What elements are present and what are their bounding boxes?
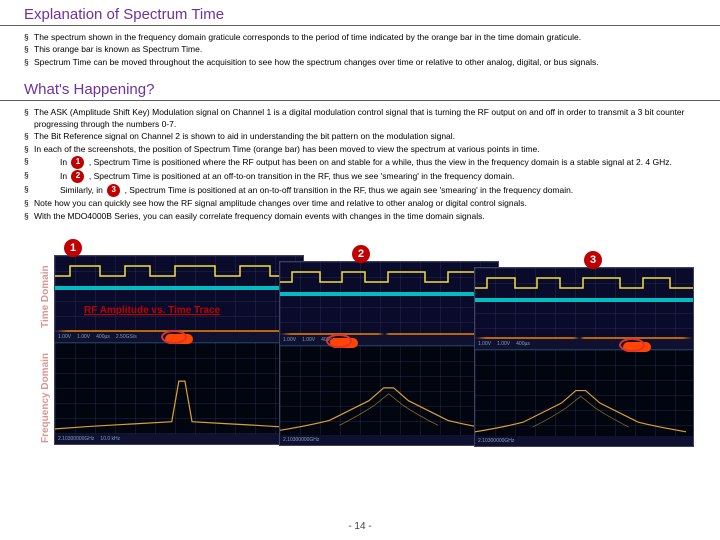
scope1-readout-bot: 2.10300000GHz 10.0 kHz — [55, 434, 303, 444]
axis-time-label: Time Domain — [40, 266, 51, 329]
s2-sub2: In 2 , Spectrum Time is positioned at an… — [24, 170, 696, 183]
sub1-pre: In — [60, 157, 67, 167]
sub2-post: , Spectrum Time is positioned at an off-… — [89, 171, 514, 181]
ro-ch2: 1.00V — [497, 341, 510, 347]
scope-3: 1.00V 1.00V 400µs 2.10300000GHz — [474, 267, 694, 447]
ro-ch1: 1.00V — [58, 334, 71, 340]
sub1-post: , Spectrum Time is positioned where the … — [89, 157, 672, 167]
sub3-post: , Spectrum Time is positioned at an on-t… — [125, 185, 574, 195]
rf-amplitude-label: RF Amplitude vs. Time Trace — [84, 305, 220, 316]
ro-ch2: 1.00V — [77, 334, 90, 340]
page-number: - 14 - — [0, 521, 720, 532]
s1-b2: Spectrum Time can be moved throughout th… — [24, 57, 696, 68]
ro-ch1: 1.00V — [283, 337, 296, 343]
ro-rate: 2.50GS/s — [116, 334, 137, 340]
ro-span: 10.0 kHz — [100, 436, 120, 442]
s1-b0: The spectrum shown in the frequency doma… — [24, 32, 696, 43]
s2-tail0: Note how you can quickly see how the RF … — [24, 198, 696, 209]
ro-center: 2.10300000GHz — [478, 438, 514, 444]
s2-tail1: With the MDO4000B Series, you can easily… — [24, 211, 696, 222]
section2-title: What's Happening? — [0, 75, 720, 101]
scope3-time-domain: 1.00V 1.00V 400µs — [475, 268, 693, 350]
ro-center: 2.10300000GHz — [283, 437, 319, 443]
trace-cyan-1 — [55, 286, 303, 290]
sub3-pre: Similarly, in — [60, 185, 103, 195]
s2-b0: The ASK (Amplitude Shift Key) Modulation… — [24, 107, 696, 130]
axis-freq-label: Frequency Domain — [40, 353, 51, 443]
scope3-readout-top: 1.00V 1.00V 400µs — [475, 339, 693, 349]
inline-num-3: 3 — [107, 184, 120, 197]
s2-b1: The Bit Reference signal on Channel 2 is… — [24, 131, 696, 142]
ro-time: 400µs — [516, 341, 530, 347]
inline-num-1: 1 — [71, 156, 84, 169]
scope-2: 1.00V 1.00V 400µs 2.10300000GHz — [279, 261, 499, 446]
trace-yellow-2 — [280, 270, 499, 284]
s2-b2: In each of the screenshots, the position… — [24, 144, 696, 155]
s1-b1: This orange bar is known as Spectrum Tim… — [24, 44, 696, 55]
ro-ch1: 1.00V — [478, 341, 491, 347]
s2-sub3: Similarly, in 3 , Spectrum Time is posit… — [24, 184, 696, 197]
scope3-readout-bot: 2.10300000GHz — [475, 436, 693, 446]
scope3-freq-domain: 2.10300000GHz — [475, 350, 693, 446]
trace-yellow-3 — [475, 276, 694, 290]
scope2-time-domain: 1.00V 1.00V 400µs — [280, 262, 498, 346]
spectrum-1 — [55, 373, 304, 434]
scope1-freq-domain: 2.10300000GHz 10.0 kHz — [55, 343, 303, 445]
ro-ch2: 1.00V — [302, 337, 315, 343]
ro-center: 2.10300000GHz — [58, 436, 94, 442]
section1-title: Explanation of Spectrum Time — [0, 0, 720, 26]
ro-time: 400µs — [96, 334, 110, 340]
scope-1: 1.00V 1.00V 400µs 2.50GS/s 2.10300000GHz… — [54, 255, 304, 445]
scope2-readout-top: 1.00V 1.00V 400µs — [280, 335, 498, 345]
scope2-freq-domain: 2.10300000GHz — [280, 346, 498, 445]
section2-body: The ASK (Amplitude Shift Key) Modulation… — [0, 105, 720, 229]
trace-cyan-2 — [280, 292, 498, 296]
inline-num-2: 2 — [71, 170, 84, 183]
spectrum-2 — [280, 376, 497, 435]
spectrum-3 — [475, 379, 686, 437]
screenshots-area: Time Domain Frequency Domain 1 2 3 RF Am… — [24, 233, 696, 463]
sub2-pre: In — [60, 171, 67, 181]
s2-sub1: In 1 , Spectrum Time is positioned where… — [24, 156, 696, 169]
trace-yellow-1 — [55, 264, 304, 278]
section1-body: The spectrum shown in the frequency doma… — [0, 30, 720, 75]
trace-cyan-3 — [475, 298, 693, 302]
scope2-readout-bot: 2.10300000GHz — [280, 435, 498, 445]
